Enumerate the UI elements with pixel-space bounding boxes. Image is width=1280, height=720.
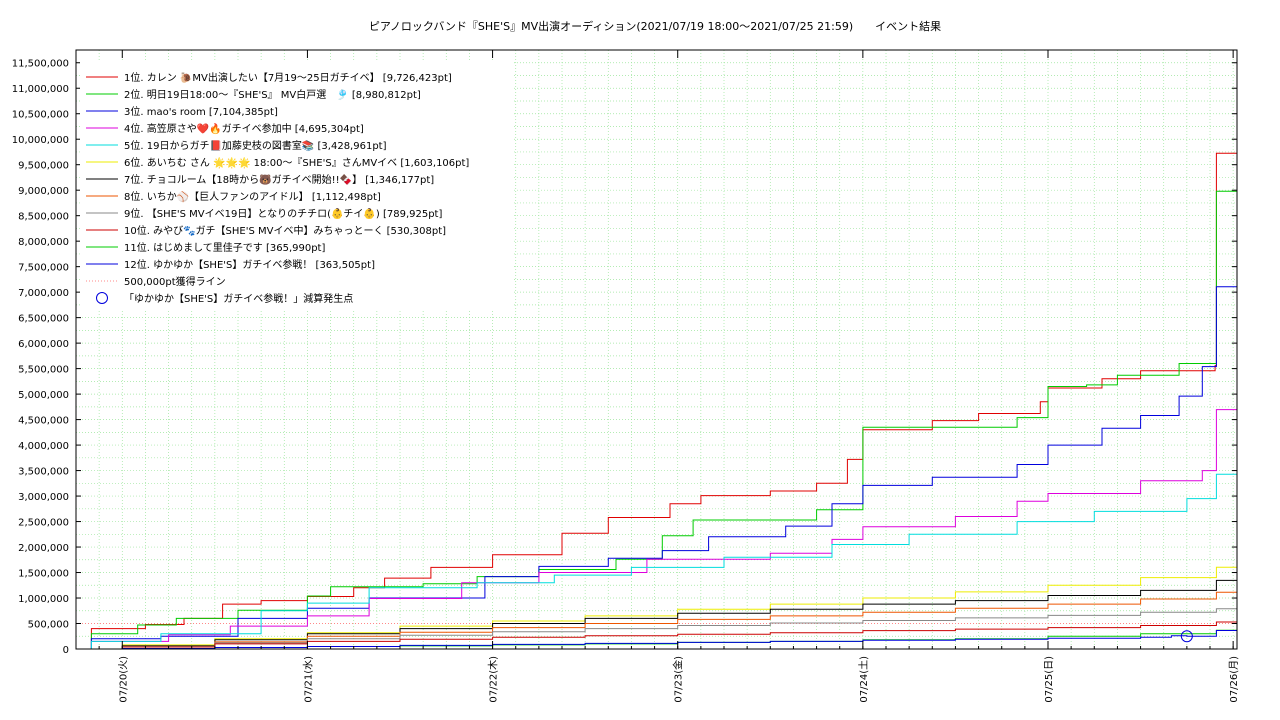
series-line-3 [76,286,1237,650]
legend-background [80,60,512,310]
y-tick-label: 11,000,000 [12,84,69,95]
legend-label-11: 11位. はじめまして里佳子です [365,990pt] [124,241,325,254]
y-axis: 0 500,000 1,000,000 1,500,000 2,000,000 2,500… [12,59,1237,656]
series-line-6 [76,566,1237,650]
legend-label-10: 10位. みやび🐾ガチ【SHE'S MVイベ中】みちゃっとーく [530,308… [124,224,446,237]
y-tick-label: 10,500,000 [12,110,69,121]
x-tick-label: 07/20(火) [117,656,129,703]
x-tick-label: 07/21(水) [302,656,314,703]
y-tick-label: 10,000,000 [12,135,69,146]
legend-label-3: 3位. mao's room [7,104,385pt] [124,105,278,118]
legend-label-9: 9位. 【SHE'S MVイベ19日】となりのチチロ(👶チイ👶) [789,92… [124,207,442,220]
y-tick-label: 2,000,000 [18,543,69,554]
legend-label-5: 5位. 19日からガチ📕加藤史枝の図書室📚 [3,428,961pt] [124,139,387,152]
chart-title: ピアノロックバンド『SHE'S』MV出演オーディション(2021/07/19 1… [369,19,941,33]
y-tick-label: 9,000,000 [18,186,69,197]
penalty-marker-point [1180,630,1193,643]
y-tick-label: 2,500,000 [18,518,69,529]
y-tick-label: 3,000,000 [18,492,69,503]
series-line-9 [76,608,1237,650]
x-tick-label: 07/22(木) [488,656,500,703]
series-line-4 [76,409,1237,650]
plot-frame [75,49,1238,650]
marker-layer [1180,630,1193,643]
legend-label-reference: 500,000pt獲得ライン [124,275,226,288]
legend-label-12: 12位. ゆかゆか【SHE'S】ガチイベ参戦！ [363,505pt] [124,258,375,271]
y-tick-label: 8,500,000 [18,212,69,223]
x-tick-label: 07/23(金) [672,656,685,703]
legend-label-marker: 「ゆかゆか【SHE'S】ガチイベ参戦！」減算発生点 [124,292,353,305]
y-tick-label: 8,000,000 [18,237,69,248]
legend-label-4: 4位. 高笠原さや❤️🔥ガチイベ参加中 [4,695,304pt] [124,122,364,135]
y-tick-label: 6,500,000 [18,314,69,325]
y-tick-label: 9,500,000 [18,161,69,172]
legend-label-8: 8位. いちか⚾【巨人ファンのアイドル】 [1,112,498pt] [124,190,381,203]
legend-label-1: 1位. カレン 🐌MV出演したい【7月19〜25日ガチイベ】 [9,726,42… [124,71,452,84]
y-tick-label: 5,500,000 [18,365,69,376]
series-line-2 [76,190,1237,650]
series-line-8 [76,591,1237,650]
y-tick-label: 5,000,000 [18,390,69,401]
series-line-1 [76,152,1237,650]
series-layer [76,152,1237,650]
x-tick-label: 07/24(土) [857,656,870,703]
legend: 1位. カレン 🐌MV出演したい【7月19〜25日ガチイベ】 [9,726,42… [80,60,512,310]
series-line-7 [76,579,1237,650]
legend-label-7: 7位. チョコルーム【18時から🐻ガチイベ開始!!🍫】 [1,346,177pt… [124,173,434,186]
x-axis: 07/20(火) 07/21(水) 07/22(木) 07/23(金) 07/24(土)… [75,50,1240,703]
y-tick-label: 6,000,000 [18,339,69,350]
y-tick-label: 7,500,000 [18,263,69,274]
y-tick-label: 1,500,000 [18,569,69,580]
y-tick-label: 1,000,000 [18,594,69,605]
legend-label-2: 2位. 明日19日18:00〜『SHE'S』 MV白戸選 🎐 [8,980,81… [124,88,421,101]
x-tick-label: 07/25(日) [1044,656,1055,703]
y-tick-label: 0 [63,645,69,656]
legend-swatch-marker [96,292,108,304]
series-line-5 [76,473,1237,650]
legend-label-6: 6位. あいちむ さん 🌟🌟🌟 18:00〜『SHE'S』さんMVイベ [1,6… [124,156,469,169]
series-line-10 [76,621,1237,650]
y-tick-label: 3,500,000 [18,467,69,478]
y-tick-label: 7,000,000 [18,288,69,299]
x-tick-label: 07/26(月) [1228,656,1240,703]
y-tick-label: 4,000,000 [18,441,69,452]
y-tick-label: 4,500,000 [18,416,69,427]
y-tick-label: 11,500,000 [12,59,69,70]
y-tick-label: 500,000 [28,620,69,631]
